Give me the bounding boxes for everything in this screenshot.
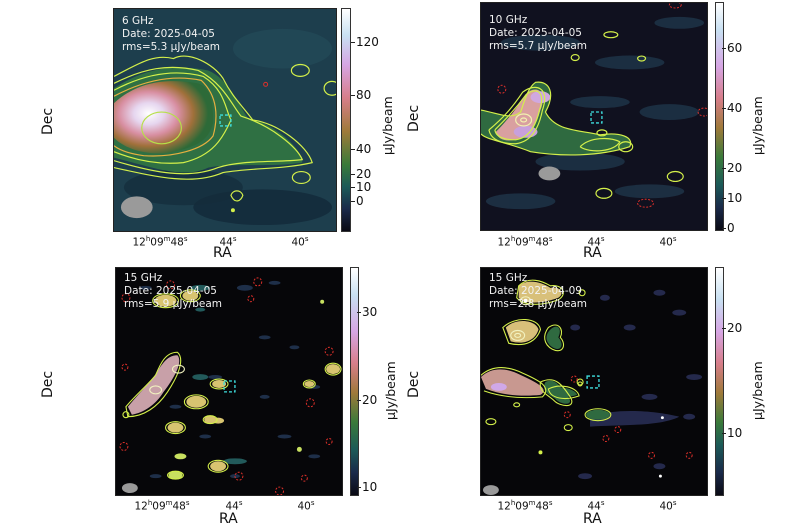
cb-tick: 10 xyxy=(721,191,743,205)
cb-tick: 40 xyxy=(350,142,372,156)
annotation-10ghz: 10 GHz Date: 2025-04-05 rms=5.7 μJy/beam xyxy=(489,14,587,53)
radio-map-15ghz-0405: 15 GHz Date: 2025-04-05 rms=5.9 μJy/beam xyxy=(115,267,343,496)
cb-tick: 0 xyxy=(351,194,364,208)
cb-tick: 20 xyxy=(350,167,372,181)
date-label: Date: 2025-04-05 xyxy=(489,27,582,39)
map-image-15ghz-0409 xyxy=(481,268,707,495)
beam-ellipse xyxy=(482,485,499,495)
x-axis-label: RA xyxy=(213,245,232,261)
date-label: Date: 2025-04-09 xyxy=(489,285,582,297)
freq-label: 6 GHz xyxy=(122,15,154,27)
xtick-1: 12h09m48s xyxy=(497,499,553,513)
xtick-3: 40s xyxy=(659,499,677,513)
cb-tick: 10 xyxy=(350,180,372,194)
xtick-2: 44s xyxy=(225,499,243,513)
y-axis-label: Dec xyxy=(40,370,56,398)
rms-label: rms=5.9 μJy/beam xyxy=(124,298,222,310)
radio-map-6ghz: 6 GHz Date: 2025-04-05 rms=5.3 μJy/beam xyxy=(113,8,337,232)
rms-label: rms=5.3 μJy/beam xyxy=(122,41,220,53)
y-axis-label: Dec xyxy=(406,370,422,398)
map-image-15ghz-0405 xyxy=(116,268,342,495)
xtick-1: 12h09m48s xyxy=(132,235,188,249)
xtick-1: 12h09m48s xyxy=(134,499,190,513)
cb-tick: 60 xyxy=(721,41,743,55)
radio-map-10ghz: 10 GHz Date: 2025-04-05 rms=5.7 μJy/beam xyxy=(480,2,708,231)
xtick-2: 44s xyxy=(587,499,605,513)
annotation-15ghz-0405: 15 GHz Date: 2025-04-05 rms=5.9 μJy/beam xyxy=(124,272,222,311)
xtick-2: 44s xyxy=(219,235,237,249)
cb-tick: 20 xyxy=(721,321,743,335)
colorbar-label: μJy/beam xyxy=(383,361,398,420)
rms-label: rms=5.7 μJy/beam xyxy=(489,40,587,52)
colorbar-label: μJy/beam xyxy=(750,361,765,420)
colorbar-10ghz xyxy=(715,2,724,231)
cb-tick: 20 xyxy=(356,393,378,407)
cb-tick: 40 xyxy=(721,101,743,115)
x-axis-label: RA xyxy=(583,245,602,261)
cb-tick: 30 xyxy=(356,305,378,319)
xtick-1: 12h09m48s xyxy=(497,235,553,249)
beam-ellipse xyxy=(538,166,561,181)
cb-tick: 10 xyxy=(721,426,743,440)
freq-label: 15 GHz xyxy=(489,272,528,284)
y-axis-label: Dec xyxy=(406,104,422,132)
cb-tick: 10 xyxy=(356,480,378,494)
xtick-2: 44s xyxy=(587,235,605,249)
colorbar-15ghz-0405 xyxy=(350,267,359,496)
cb-tick: 0 xyxy=(722,221,735,235)
beam-ellipse xyxy=(121,483,138,494)
map-image-10ghz xyxy=(481,3,707,230)
freq-label: 15 GHz xyxy=(124,272,163,284)
colorbar-label: μJy/beam xyxy=(750,96,765,155)
annotation-6ghz: 6 GHz Date: 2025-04-05 rms=5.3 μJy/beam xyxy=(122,15,220,54)
x-axis-label: RA xyxy=(219,511,238,527)
colorbar-6ghz xyxy=(341,8,351,232)
xtick-3: 40s xyxy=(297,499,315,513)
xtick-3: 40s xyxy=(659,235,677,249)
freq-label: 10 GHz xyxy=(489,14,528,26)
cb-tick: 120 xyxy=(351,35,379,49)
colorbar-label: μJy/beam xyxy=(380,96,395,155)
x-axis-label: RA xyxy=(583,511,602,527)
map-image-6ghz xyxy=(114,9,336,231)
date-label: Date: 2025-04-05 xyxy=(122,28,215,40)
colorbar-15ghz-0409 xyxy=(715,267,724,496)
xtick-3: 40s xyxy=(291,235,309,249)
beam-ellipse xyxy=(120,196,153,219)
rms-label: rms=2.8 μJy/beam xyxy=(489,298,587,310)
cb-tick: 80 xyxy=(350,88,372,102)
y-axis-label: Dec xyxy=(40,107,56,135)
radio-map-15ghz-0409: 15 GHz Date: 2025-04-09 rms=2.8 μJy/beam xyxy=(480,267,708,496)
annotation-15ghz-0409: 15 GHz Date: 2025-04-09 rms=2.8 μJy/beam xyxy=(489,272,587,311)
cb-tick: 20 xyxy=(721,161,743,175)
date-label: Date: 2025-04-05 xyxy=(124,285,217,297)
